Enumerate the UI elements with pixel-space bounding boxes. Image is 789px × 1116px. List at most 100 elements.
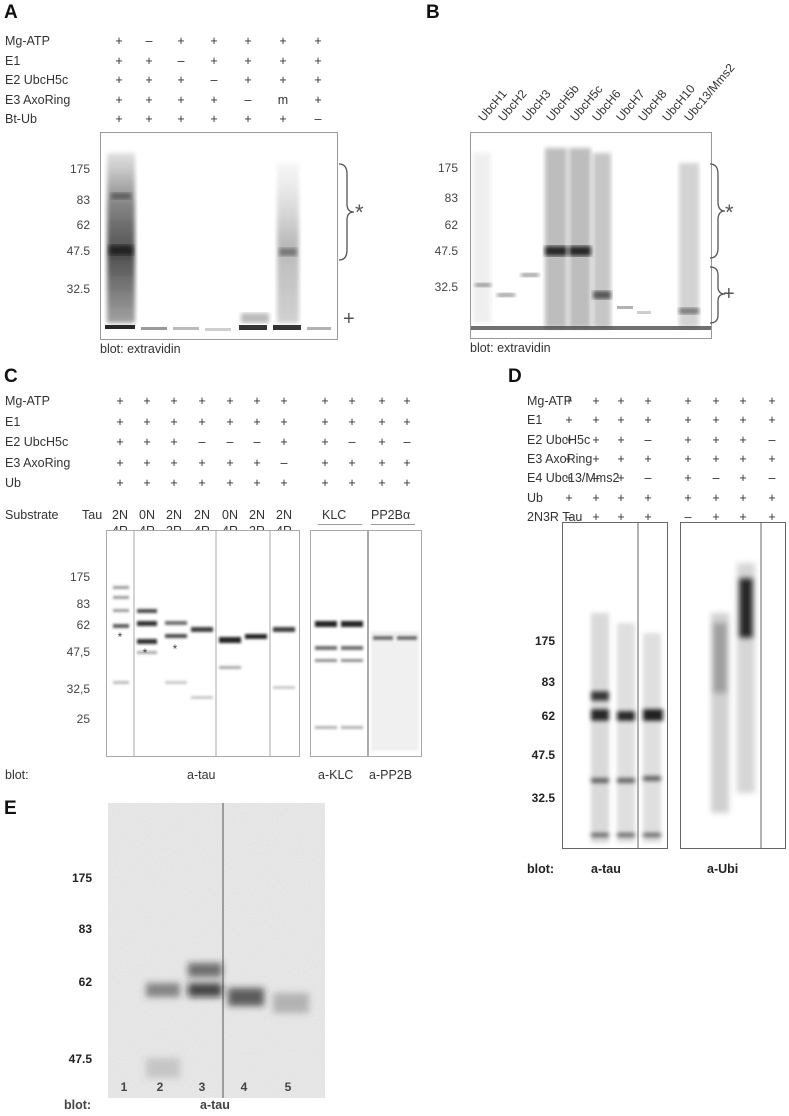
panel-a-mw-label: 47.5: [66, 244, 90, 258]
panel-c-asterisk-2: *: [143, 646, 148, 660]
panel-c-asterisk-3: *: [173, 642, 178, 656]
panel-c-row-value: –: [403, 435, 411, 449]
panel-c-mw-label: 175: [69, 570, 90, 584]
panel-a-row-value: +: [244, 73, 252, 87]
panel-c-row-value: +: [280, 435, 288, 449]
panel-a-row-value: –: [145, 34, 153, 48]
panel-c-row-value: +: [170, 476, 178, 490]
panel-c-row-value: +: [378, 435, 386, 449]
panel-c-row-value: +: [403, 455, 411, 470]
panel-d-row-value: +: [712, 451, 720, 466]
panel-c-substrate-top: 0N: [139, 508, 155, 522]
panel-a-row-value: +: [115, 92, 123, 107]
panel-a-row-label: E3 AxoRing: [5, 92, 71, 107]
panel-a-row-label: Mg-ATP: [5, 34, 50, 48]
panel-a-plus: +: [343, 308, 355, 330]
panel-c-row-value: +: [321, 394, 329, 408]
panel-c-row-value: +: [321, 476, 329, 490]
panel-d-row-value: +: [684, 394, 692, 408]
panel-c-row-value: +: [198, 455, 206, 470]
panel-c-row-label: Ub: [5, 476, 21, 490]
panel-d-row-value: +: [644, 394, 652, 408]
panel-a-row-value: +: [314, 73, 322, 87]
panel-b-mw-label: 83: [444, 191, 458, 205]
panel-a-row-value: +: [244, 34, 252, 48]
panel-a-mw-label: 83: [76, 193, 90, 207]
panel-d-row-value: +: [592, 432, 600, 447]
panel-c-klc-line: [318, 524, 362, 525]
panel-c-row-value: +: [170, 435, 178, 449]
panel-c-row-value: +: [116, 476, 124, 490]
panel-c-row-value: +: [143, 394, 151, 408]
panel-c-klc-blot: [310, 530, 368, 757]
panel-d-mw-label: 62: [541, 709, 555, 723]
panel-c-row-value: –: [253, 435, 261, 449]
panel-a-row-value: m: [277, 92, 289, 107]
panel-d-row-value: +: [739, 509, 747, 524]
panel-a-row-label: E2 UbcH5c: [5, 73, 69, 87]
panel-a-row-value: +: [145, 73, 153, 87]
panel-c-pp2b-label: PP2Bα: [371, 508, 411, 522]
panel-e-mw-label: 175: [71, 871, 92, 885]
panel-c-row-value: +: [280, 394, 288, 408]
panel-a-blot: [100, 132, 338, 340]
panel-d-row-value: +: [712, 490, 720, 505]
panel-c-row-value: +: [403, 394, 411, 408]
panel-a-star: *: [355, 200, 364, 225]
panel-b-star: *: [725, 200, 734, 225]
panel-c-row-value: –: [348, 435, 356, 449]
panel-b-mw-label: 62: [444, 218, 458, 232]
panel-b-brace-star: [709, 163, 726, 259]
panel-c-row-value: –: [226, 435, 234, 449]
panel-b-mw-label: 47.5: [434, 244, 458, 258]
panel-c-substrate-top: 2N: [112, 508, 128, 522]
panel-d-mw-label: 83: [541, 675, 555, 689]
panel-a-mw-label: 62: [76, 218, 90, 232]
panel-d-row-value: +: [768, 394, 776, 408]
panel-c-mw-label: 62: [76, 618, 90, 632]
panel-a-gel-image: [105, 153, 331, 331]
panel-c-row-value: +: [321, 414, 329, 429]
panel-c-row-value: +: [403, 414, 411, 429]
panel-d-row-value: +: [739, 451, 747, 466]
panel-c-mw-label: 25: [76, 712, 90, 726]
panel-b-blot-label: blot: extravidin: [470, 341, 551, 355]
panel-c-row-value: +: [143, 455, 151, 470]
panel-d-row-value: +: [565, 451, 573, 466]
panel-d-row-label: E2 UbcH5c: [527, 432, 591, 447]
panel-c-row-value: +: [378, 476, 386, 490]
panel-d-row-value: –: [712, 471, 720, 486]
panel-c-row-value: +: [348, 394, 356, 408]
panel-c-row-label: E1: [5, 414, 21, 429]
panel-a-row-value: +: [314, 92, 322, 107]
panel-b-plus: +: [723, 283, 735, 305]
panel-c-row-value: +: [321, 435, 329, 449]
panel-d-row-value: +: [739, 490, 747, 505]
panel-d-blot-label: blot:: [527, 862, 555, 876]
panel-d-row-label: Ub: [527, 490, 543, 505]
panel-a-blot-label: blot: extravidin: [100, 342, 181, 356]
panel-d-row-value: +: [592, 509, 600, 524]
panel-d-row-value: +: [739, 471, 747, 486]
panel-d-row-value: +: [739, 394, 747, 408]
panel-a-row-value: –: [177, 53, 185, 68]
panel-c-blot-tau: a-tau: [187, 768, 216, 782]
panel-c-row-value: +: [198, 394, 206, 408]
panel-c-row-value: +: [143, 476, 151, 490]
panel-c-pp2b-line: [371, 524, 415, 525]
panel-c-klc-label: KLC: [322, 508, 347, 522]
panel-c-mw-label: 83: [76, 597, 90, 611]
panel-a-row-label: Bt-Ub: [5, 112, 37, 126]
panel-d-row-value: +: [592, 451, 600, 466]
panel-e-blot-label: blot:: [64, 1098, 92, 1112]
panel-c-row-value: +: [170, 414, 178, 429]
panel-e-gel-image: [108, 803, 325, 1098]
panel-c-mw-label: 32,5: [66, 682, 90, 696]
panel-c-row-value: +: [378, 414, 386, 429]
panel-d-row-value: +: [565, 413, 573, 428]
panel-c-row-value: +: [116, 435, 124, 449]
panel-c-blot-klc: a-KLC: [318, 768, 354, 782]
panel-c-row-label: E2 UbcH5c: [5, 435, 69, 449]
panel-d-row-value: +: [617, 432, 625, 447]
panel-d-row-value: +: [768, 451, 776, 466]
